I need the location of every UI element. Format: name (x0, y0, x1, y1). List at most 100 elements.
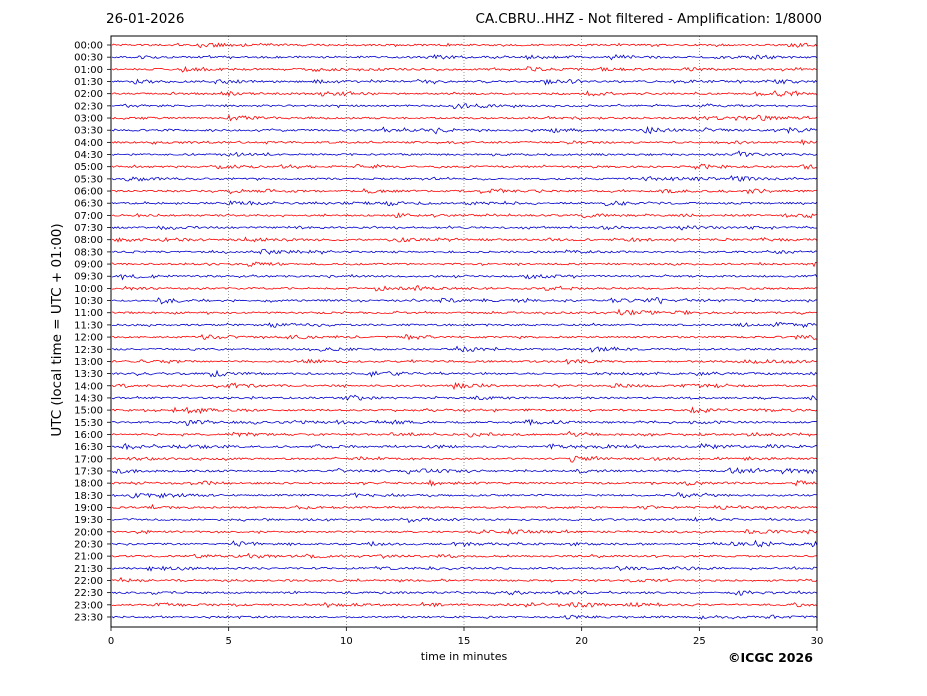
trace-0230 (111, 103, 818, 110)
row-label: 11:30 (74, 320, 103, 331)
row-label: 02:30 (74, 101, 103, 112)
x-tick-label: 25 (693, 636, 706, 647)
trace-0630 (111, 200, 818, 207)
trace-0830 (111, 248, 818, 255)
row-label: 02:00 (74, 89, 103, 100)
trace-0200 (111, 90, 818, 97)
trace-0730 (111, 224, 818, 231)
trace-1900 (111, 503, 818, 510)
row-label: 06:30 (74, 199, 103, 210)
vertical-grid (228, 36, 700, 627)
row-label: 11:00 (74, 308, 103, 319)
trace-1200 (111, 333, 818, 341)
trace-2030 (111, 539, 818, 548)
trace-2100 (111, 552, 818, 560)
row-label: 19:30 (74, 515, 103, 526)
trace-0800 (111, 236, 818, 243)
row-label: 21:00 (74, 552, 103, 563)
row-label: 04:00 (74, 138, 103, 149)
row-label: 08:30 (74, 247, 103, 258)
row-label: 10:30 (74, 296, 103, 307)
row-label: 15:30 (74, 418, 103, 429)
trace-0600 (111, 187, 818, 195)
trace-2200 (111, 576, 818, 583)
row-label: 20:30 (74, 539, 103, 550)
row-label: 01:00 (74, 65, 103, 76)
trace-1130 (111, 321, 818, 329)
x-tick-label: 30 (811, 636, 824, 647)
trace-1730 (111, 467, 818, 475)
trace-2000 (111, 528, 818, 535)
trace-2330 (111, 614, 818, 620)
plot-frame (110, 35, 818, 628)
trace-1100 (111, 308, 818, 316)
trace-0900 (111, 261, 818, 268)
trace-1030 (111, 297, 818, 305)
trace-0400 (111, 138, 818, 146)
trace-0130 (111, 78, 818, 86)
row-label: 08:00 (74, 235, 103, 246)
row-label: 00:00 (74, 41, 103, 52)
trace-1700 (111, 455, 818, 463)
trace-0430 (111, 150, 818, 157)
trace-0100 (111, 65, 818, 73)
row-label: 00:30 (74, 53, 103, 64)
row-label: 23:30 (74, 612, 103, 623)
row-label: 16:00 (74, 430, 103, 441)
row-label: 10:00 (74, 284, 103, 295)
x-tick-label: 20 (575, 636, 588, 647)
row-label: 05:00 (74, 162, 103, 173)
row-label: 12:30 (74, 345, 103, 356)
x-tick-label: 0 (108, 636, 114, 647)
row-label: 20:00 (74, 527, 103, 538)
row-label: 03:30 (74, 126, 103, 137)
row-label: 22:30 (74, 588, 103, 599)
row-label: 13:00 (74, 357, 103, 368)
row-label: 14:30 (74, 393, 103, 404)
row-label: 04:30 (74, 150, 103, 161)
y-axis-label: UTC (local time = UTC + 01:00) (49, 223, 65, 437)
trace-1930 (111, 516, 818, 524)
row-label: 12:00 (74, 333, 103, 344)
row-label: 16:30 (74, 442, 103, 453)
trace-0700 (111, 212, 818, 219)
trace-1000 (111, 284, 818, 292)
station-title: CA.CBRU..HHZ - Not filtered - Amplificat… (475, 11, 822, 27)
x-axis-ticks: 0 5 10 15 20 25 30 (108, 627, 824, 647)
x-axis-label: time in minutes (420, 650, 508, 663)
row-label: 05:30 (74, 174, 103, 185)
row-label: 18:00 (74, 479, 103, 490)
trace-2130 (111, 565, 818, 572)
trace-2230 (111, 590, 818, 596)
copyright-notice: ©ICGC 2026 (728, 650, 813, 665)
row-label: 14:00 (74, 381, 103, 392)
trace-0300 (111, 113, 818, 122)
x-tick-label: 15 (458, 636, 471, 647)
row-label: 06:00 (74, 187, 103, 198)
trace-1500 (111, 406, 818, 415)
trace-0330 (111, 125, 818, 135)
trace-1430 (111, 394, 818, 401)
trace-1230 (111, 345, 818, 353)
row-label: 09:00 (74, 260, 103, 271)
row-label: 03:00 (74, 114, 103, 125)
date-label: 26-01-2026 (106, 11, 185, 27)
trace-0000 (111, 42, 818, 49)
row-label: 21:30 (74, 564, 103, 575)
trace-1400 (111, 381, 818, 391)
row-label: 15:00 (74, 406, 103, 417)
row-label: 17:00 (74, 454, 103, 465)
trace-0030 (111, 54, 818, 61)
row-label: 07:30 (74, 223, 103, 234)
row-label: 19:00 (74, 503, 103, 514)
trace-0530 (111, 175, 818, 182)
row-label: 22:00 (74, 576, 103, 587)
trace-0930 (111, 273, 818, 281)
row-label: 07:00 (74, 211, 103, 222)
trace-0500 (111, 163, 818, 170)
row-label: 13:30 (74, 369, 103, 380)
row-label: 17:30 (74, 466, 103, 477)
trace-1300 (111, 358, 818, 365)
